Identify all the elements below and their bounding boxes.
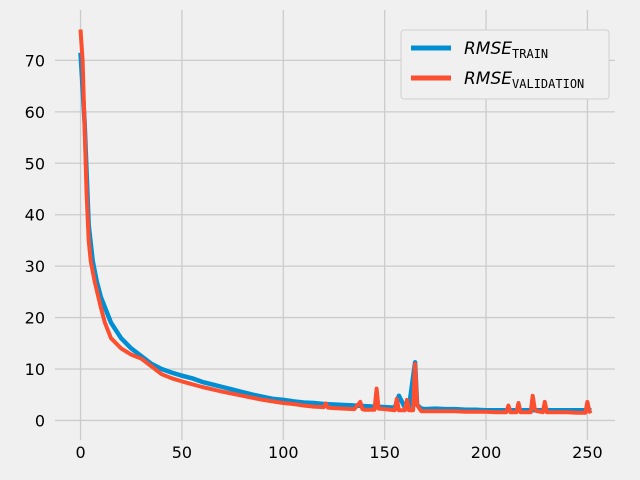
- x-tick-label: 200: [471, 443, 502, 462]
- x-tick-label: 150: [369, 443, 400, 462]
- x-tick-label: 0: [75, 443, 85, 462]
- series-line-train: [78, 52, 592, 413]
- y-tick-label: 0: [35, 411, 45, 430]
- x-tick-label: 250: [572, 443, 603, 462]
- y-tick-label: 30: [25, 257, 45, 276]
- y-tick-label: 40: [25, 206, 45, 225]
- legend-label-train: RMSETRAIN: [464, 39, 548, 61]
- x-tick-label: 100: [268, 443, 299, 462]
- x-tick-label: 50: [172, 443, 192, 462]
- y-tick-label: 70: [25, 51, 45, 70]
- series-lines: [78, 29, 593, 415]
- y-axis-ticks: 0 10 20 30 40 50 60 70: [25, 51, 45, 430]
- y-tick-label: 20: [25, 309, 45, 328]
- legend-box: [400, 29, 610, 100]
- legend-label-validation: RMSEVALIDATION: [464, 69, 584, 91]
- y-tick-label: 50: [25, 154, 45, 173]
- y-tick-label: 60: [25, 103, 45, 122]
- x-axis-ticks: 0 50 100 150 200 250: [75, 443, 602, 462]
- legend: RMSETRAIN RMSEVALIDATION: [400, 29, 610, 100]
- y-tick-label: 10: [25, 360, 45, 379]
- series-line-validation: [78, 29, 593, 415]
